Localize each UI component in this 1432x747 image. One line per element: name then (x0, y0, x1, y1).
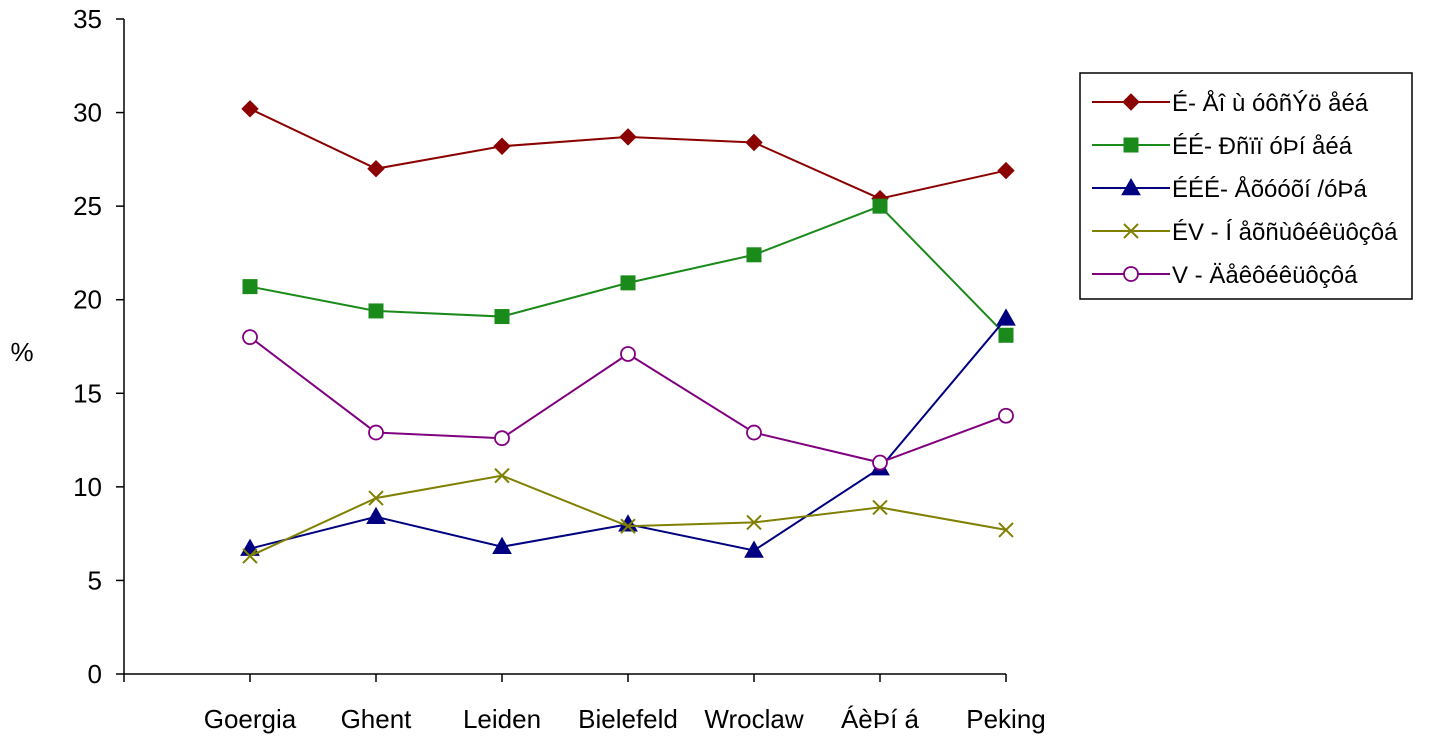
data-point (241, 100, 259, 118)
x-tick-label: Peking (966, 704, 1046, 734)
x-tick-label: Wroclaw (704, 704, 803, 734)
series-4 (242, 467, 1014, 564)
data-point (997, 161, 1015, 180)
axes (123, 19, 1006, 675)
data-point (492, 536, 512, 554)
legend-label: ÉV - Í åõñùôéêüôçôá (1172, 219, 1398, 246)
series-5 (242, 329, 1014, 471)
y-axis-ticks: 0 5 10 15 20 25 30 35 (73, 4, 124, 689)
data-point (744, 540, 764, 558)
legend-entry: V - Äåêôéêüôçôá (1092, 262, 1358, 289)
legend-marker (1123, 223, 1139, 239)
data-point (745, 133, 763, 152)
data-point (368, 490, 384, 506)
data-point (242, 279, 258, 295)
series-line (249, 204, 1007, 336)
data-point (494, 430, 510, 447)
x-tick-label: Goergia (204, 704, 297, 734)
x-axis-ticks: Goergia Ghent Leiden Bielefeld Wroclaw ÁèÞí á… (123, 674, 1046, 734)
x-tick-label: Bielefeld (578, 704, 678, 734)
data-point (368, 303, 384, 319)
legend-entry: ÉV - Í åõñùôéêüôçôá (1092, 219, 1398, 246)
data-point (872, 454, 888, 471)
data-point (367, 160, 385, 178)
legend-entry: É- Åî ù óôñÝö åéá (1092, 89, 1369, 117)
legend-label: ÉÉÉ- Åõóóõí /óÞá (1172, 175, 1367, 203)
series-2 (242, 198, 1014, 343)
legend-label: ÉÉ- Ðñïï óÞí åéá (1172, 133, 1353, 160)
y-tick-label: 35 (73, 4, 102, 34)
y-tick-label: 10 (73, 472, 102, 502)
y-tick-label: 20 (73, 285, 102, 315)
y-tick-label: 5 (88, 565, 102, 595)
y-tick-label: 0 (88, 659, 102, 689)
legend-entry: ÉÉ- Ðñïï óÞí åéá (1092, 133, 1353, 160)
data-point (746, 424, 762, 441)
data-point (242, 548, 258, 564)
legend-label: V - Äåêôéêüôçôá (1172, 262, 1358, 289)
data-point (619, 128, 637, 146)
data-point (998, 522, 1014, 538)
legend-marker (1122, 93, 1140, 111)
x-tick-label: ÁèÞí á (841, 704, 920, 734)
y-tick-label: 15 (73, 378, 102, 408)
data-point (996, 308, 1016, 326)
data-point (746, 247, 762, 263)
data-point (493, 137, 511, 155)
legend-marker (1121, 177, 1141, 196)
data-point (746, 514, 762, 531)
legend-marker (1123, 137, 1139, 153)
data-point (494, 309, 510, 325)
y-axis-label: % (10, 337, 33, 367)
data-point (620, 275, 636, 291)
series-line (249, 107, 1007, 200)
x-tick-label: Leiden (463, 704, 541, 734)
series-1 (241, 100, 1015, 208)
data-point (620, 518, 636, 534)
data-point (618, 514, 638, 532)
series-group (240, 100, 1016, 564)
legend-marker (1123, 266, 1139, 282)
data-point (998, 327, 1014, 343)
data-point (366, 506, 386, 525)
y-tick-label: 30 (73, 98, 102, 128)
data-point (998, 407, 1014, 424)
legend: É- Åî ù óôñÝö åéá ÉÉ- Ðñïï óÞí åéá ÉÉÉ- Åõ… (1079, 72, 1413, 300)
legend-label: É- Åî ù óôñÝö åéá (1172, 89, 1369, 117)
x-tick-label: Ghent (341, 704, 413, 734)
data-point (620, 346, 636, 362)
data-point (242, 329, 258, 346)
y-tick-label: 25 (73, 191, 102, 221)
data-point (368, 424, 384, 441)
data-point (872, 499, 888, 516)
data-point (872, 198, 888, 214)
data-point (494, 467, 510, 484)
legend-entry: ÉÉÉ- Åõóóõí /óÞá (1092, 175, 1367, 203)
